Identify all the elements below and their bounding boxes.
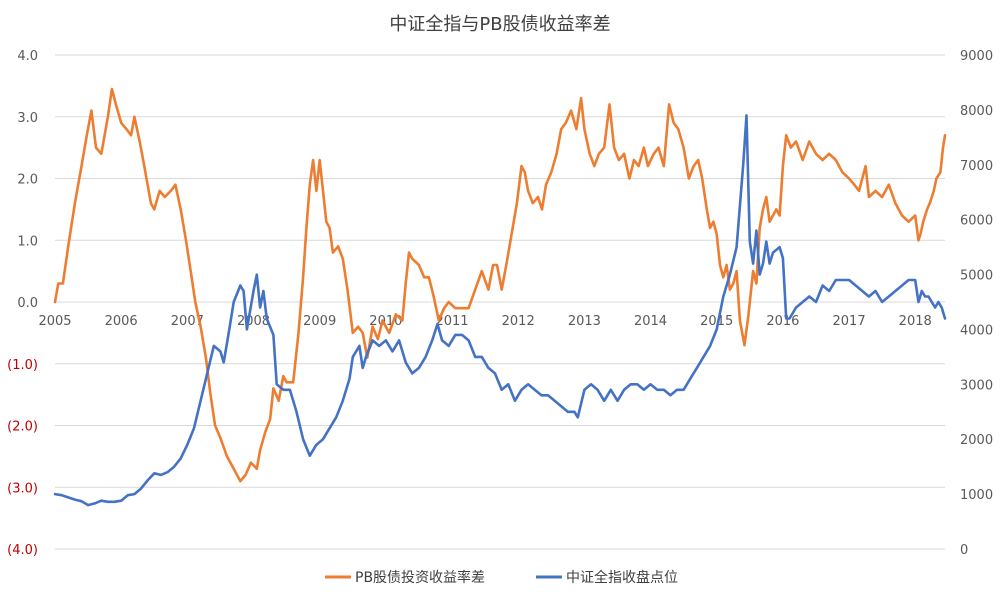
chart-title: 中证全指与PB股债收益率差 [389, 14, 610, 35]
legend: PB股债投资收益率差 中证全指收盘点位 [325, 569, 678, 586]
y-right-tick-label: 7000 [960, 159, 993, 174]
y-left-tick-label: (4.0) [7, 543, 38, 558]
y-right-tick-label: 9000 [960, 49, 993, 64]
legend-label: 中证全指收盘点位 [566, 569, 678, 586]
legend-item-csi-all-index: 中证全指收盘点位 [536, 569, 678, 586]
y-right-tick-label: 4000 [960, 323, 993, 338]
legend-item-pb-spread: PB股债投资收益率差 [325, 569, 485, 586]
x-tick-label: 2007 [171, 314, 204, 329]
y-right-tick-label: 2000 [960, 433, 993, 448]
y-left-tick-label: 2.0 [17, 173, 38, 188]
y-left-tick-label: 3.0 [17, 111, 38, 126]
y-left-tick-label: 0.0 [17, 296, 38, 311]
y-right-tick-label: 0 [960, 543, 968, 558]
series-line-pb-spread [53, 87, 947, 483]
x-axis: 2005 2006 2007 2008 2009 2010 2011 2012 2013 2014… [38, 314, 931, 329]
x-tick-label: 2006 [105, 314, 138, 329]
y-left-tick-label: (2.0) [7, 420, 38, 435]
y-right-tick-label: 8000 [960, 104, 993, 119]
x-tick-label: 2017 [833, 314, 866, 329]
y-right-tick-label: 6000 [960, 214, 993, 229]
gridlines [55, 54, 945, 550]
y-left-tick-label: (3.0) [7, 481, 38, 496]
x-tick-label: 2011 [435, 314, 468, 329]
x-tick-label: 2015 [700, 314, 733, 329]
y-axis-left: 4.0 3.0 2.0 1.0 0.0 (1.0) (2.0) (3.0) (4.0) [7, 49, 38, 558]
y-right-tick-label: 5000 [960, 269, 993, 284]
y-axis-right: 9000 8000 7000 6000 5000 4000 3000 2000 1000 0 [960, 49, 993, 558]
x-tick-label: 2018 [899, 314, 932, 329]
series-group [53, 87, 947, 507]
x-tick-label: 2014 [634, 314, 667, 329]
x-tick-label: 2009 [303, 314, 336, 329]
x-tick-label: 2012 [502, 314, 535, 329]
legend-label: PB股债投资收益率差 [355, 569, 485, 586]
y-left-tick-label: 4.0 [17, 49, 38, 64]
series-line-csi-all-index [53, 114, 947, 507]
y-right-tick-label: 1000 [960, 488, 993, 503]
y-left-tick-label: 1.0 [17, 234, 38, 249]
x-tick-label: 2016 [766, 314, 799, 329]
x-tick-label: 2008 [237, 314, 270, 329]
y-right-tick-label: 3000 [960, 378, 993, 393]
y-left-tick-label: (1.0) [7, 358, 38, 373]
x-tick-label: 2005 [38, 314, 71, 329]
x-tick-label: 2013 [568, 314, 601, 329]
